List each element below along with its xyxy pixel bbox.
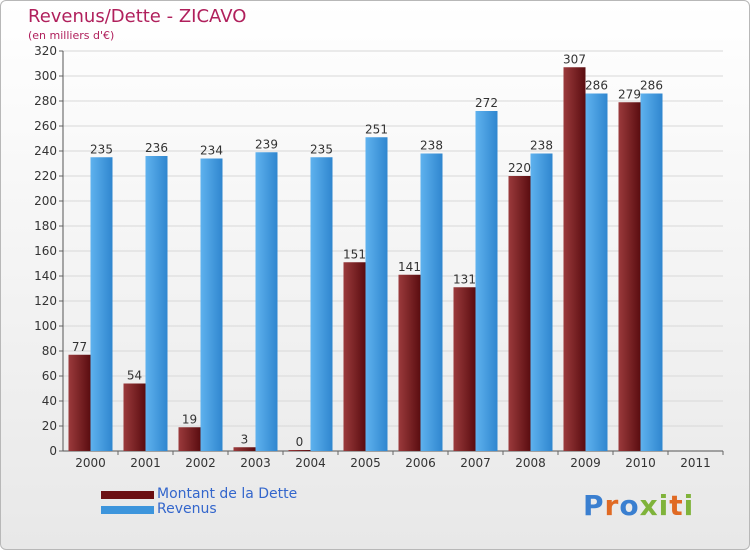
y-tick-label: 20 <box>42 419 57 433</box>
bar-dette <box>453 287 476 451</box>
y-tick-label: 160 <box>34 244 57 258</box>
y-tick-label: 220 <box>34 169 57 183</box>
data-label-revenus: 251 <box>365 122 388 136</box>
bar-revenus <box>420 153 443 451</box>
x-tick-label: 2002 <box>185 456 216 470</box>
bar-revenus <box>200 158 223 451</box>
data-label-revenus: 286 <box>585 79 608 93</box>
bar-dette <box>233 447 256 451</box>
data-label-dette: 19 <box>182 412 197 426</box>
y-tick-label: 80 <box>42 344 57 358</box>
legend-swatch-dette <box>101 491 154 499</box>
bar-dette <box>68 354 91 451</box>
data-label-dette: 141 <box>398 260 421 274</box>
bar-revenus <box>255 152 278 451</box>
bar-dette <box>178 427 201 451</box>
legend-swatch-revenus <box>101 506 154 514</box>
bar-dette <box>508 176 531 451</box>
y-tick-label: 0 <box>49 444 57 458</box>
y-tick-label: 300 <box>34 69 57 83</box>
data-label-revenus: 239 <box>255 137 278 151</box>
data-label-revenus: 236 <box>145 141 168 155</box>
bar-revenus <box>365 137 388 451</box>
data-label-dette: 3 <box>241 432 249 446</box>
bar-revenus <box>475 111 498 451</box>
x-tick-label: 2001 <box>130 456 161 470</box>
bar-dette <box>618 102 641 451</box>
x-tick-label: 2009 <box>570 456 601 470</box>
proxiti-logo: Proxiti <box>583 489 695 522</box>
legend-label-dette: Montant de la Dette <box>157 486 298 502</box>
x-tick-label: 2010 <box>625 456 656 470</box>
x-tick-label: 2006 <box>405 456 436 470</box>
data-label-dette: 77 <box>72 340 87 354</box>
bar-dette <box>123 383 146 451</box>
x-tick-label: 2000 <box>75 456 106 470</box>
bar-revenus <box>530 153 553 451</box>
y-tick-label: 200 <box>34 194 57 208</box>
x-tick-label: 2008 <box>515 456 546 470</box>
data-label-dette: 0 <box>296 435 304 449</box>
data-label-revenus: 238 <box>420 139 443 153</box>
data-label-dette: 279 <box>618 87 641 101</box>
y-tick-label: 280 <box>34 94 57 108</box>
chart-title: Revenus/Dette - ZICAVO <box>28 6 247 27</box>
data-label-revenus: 272 <box>475 96 498 110</box>
data-label-revenus: 235 <box>90 142 113 156</box>
bar-dette <box>288 450 311 451</box>
bar-dette <box>343 262 366 451</box>
bar-revenus <box>310 157 333 451</box>
data-label-dette: 220 <box>508 161 531 175</box>
bar-dette <box>398 274 421 451</box>
x-tick-label: 2003 <box>240 456 271 470</box>
bar-revenus <box>585 93 608 451</box>
x-tick-label: 2007 <box>460 456 491 470</box>
y-tick-label: 140 <box>34 269 57 283</box>
data-label-revenus: 286 <box>640 79 663 93</box>
x-tick-label: 2011 <box>680 456 711 470</box>
bar-revenus <box>145 156 168 451</box>
y-tick-label: 40 <box>42 394 57 408</box>
y-tick-label: 120 <box>34 294 57 308</box>
x-tick-label: 2004 <box>295 456 326 470</box>
bar-dette <box>563 67 586 451</box>
bar-revenus <box>640 93 663 451</box>
data-label-dette: 151 <box>343 247 366 261</box>
data-label-revenus: 235 <box>310 142 333 156</box>
y-tick-label: 320 <box>34 44 57 58</box>
data-label-revenus: 238 <box>530 139 553 153</box>
legend-label-revenus: Revenus <box>157 501 217 517</box>
y-tick-label: 60 <box>42 369 57 383</box>
data-label-revenus: 234 <box>200 144 223 158</box>
y-tick-label: 260 <box>34 119 57 133</box>
data-label-dette: 307 <box>563 52 586 66</box>
y-tick-label: 240 <box>34 144 57 158</box>
y-tick-label: 100 <box>34 319 57 333</box>
x-tick-label: 2005 <box>350 456 381 470</box>
y-tick-label: 180 <box>34 219 57 233</box>
bar-revenus <box>90 157 113 451</box>
data-label-dette: 131 <box>453 272 476 286</box>
chart-subtitle: (en milliers d'€) <box>28 29 115 42</box>
data-label-dette: 54 <box>127 369 142 383</box>
